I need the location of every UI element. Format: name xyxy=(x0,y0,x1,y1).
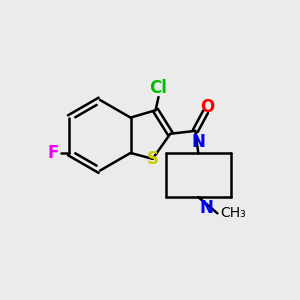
Text: Cl: Cl xyxy=(150,79,167,97)
Text: F: F xyxy=(47,144,59,162)
Text: O: O xyxy=(200,98,214,116)
Text: CH₃: CH₃ xyxy=(220,206,246,220)
Text: S: S xyxy=(147,150,159,168)
Text: N: N xyxy=(191,134,205,152)
Text: N: N xyxy=(200,199,214,217)
